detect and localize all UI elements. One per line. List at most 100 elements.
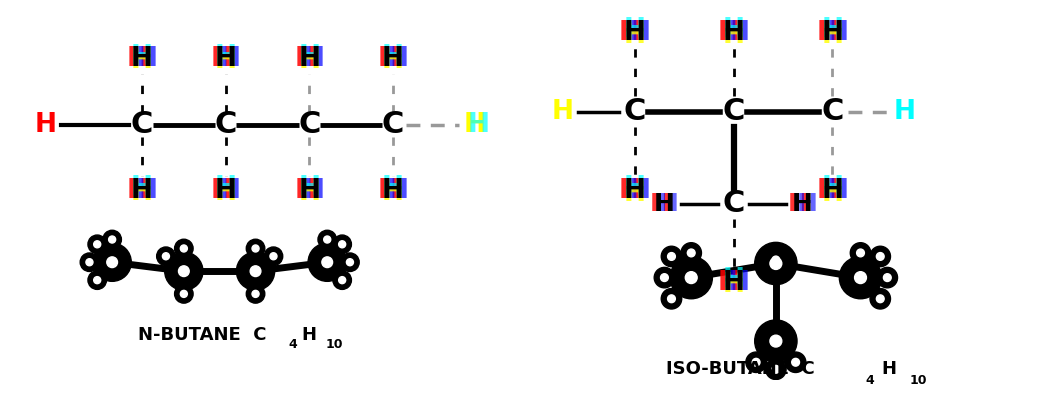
Text: H: H [135, 178, 158, 204]
Text: H: H [463, 112, 486, 138]
Circle shape [107, 257, 117, 268]
Text: N-BUTANE  C: N-BUTANE C [138, 326, 266, 344]
Text: H: H [135, 46, 158, 72]
Text: H: H [826, 178, 849, 204]
Circle shape [341, 253, 360, 272]
Text: H: H [131, 180, 153, 206]
Circle shape [180, 245, 187, 252]
Text: H: H [821, 17, 843, 43]
Text: H: H [723, 267, 745, 293]
Text: H: H [382, 180, 404, 206]
Circle shape [660, 274, 669, 281]
Text: H: H [624, 181, 645, 207]
Circle shape [80, 253, 98, 272]
Circle shape [94, 277, 101, 284]
Text: H: H [378, 178, 400, 204]
Text: C: C [215, 110, 237, 139]
Circle shape [661, 288, 681, 309]
Text: H: H [723, 17, 745, 43]
Circle shape [654, 267, 675, 288]
Circle shape [772, 365, 780, 373]
Circle shape [324, 236, 331, 243]
Text: H: H [552, 99, 573, 125]
Circle shape [88, 235, 107, 253]
Circle shape [346, 259, 353, 266]
Text: C: C [723, 189, 745, 218]
Circle shape [109, 236, 115, 243]
Text: H: H [624, 178, 645, 204]
Text: H: H [821, 178, 843, 204]
Circle shape [322, 257, 332, 268]
Circle shape [179, 266, 189, 277]
Text: H: H [34, 112, 56, 138]
Text: H: H [386, 178, 408, 204]
Circle shape [772, 256, 780, 264]
Circle shape [877, 267, 897, 288]
Circle shape [252, 290, 259, 298]
Text: H: H [215, 46, 237, 72]
Circle shape [250, 266, 261, 277]
Text: H: H [654, 191, 675, 215]
Circle shape [157, 247, 176, 266]
Text: H: H [298, 46, 321, 72]
Circle shape [791, 358, 800, 366]
Circle shape [752, 358, 760, 366]
Circle shape [770, 257, 782, 270]
Circle shape [252, 245, 259, 252]
Circle shape [857, 249, 864, 257]
Text: H: H [723, 20, 745, 46]
Text: H: H [826, 20, 849, 46]
Text: H: H [215, 180, 237, 206]
Text: H: H [628, 178, 651, 204]
Text: H: H [624, 17, 645, 43]
Text: H: H [131, 178, 153, 204]
Text: H: H [650, 191, 671, 215]
Circle shape [175, 285, 194, 303]
Text: C: C [821, 97, 843, 127]
Text: H: H [382, 46, 404, 72]
Circle shape [93, 243, 131, 281]
Circle shape [270, 253, 277, 260]
Text: H: H [131, 48, 153, 75]
Circle shape [851, 243, 871, 263]
Text: H: H [624, 20, 645, 46]
Text: 4: 4 [865, 374, 874, 387]
Circle shape [333, 271, 351, 289]
Text: H: H [723, 270, 745, 296]
Text: C: C [723, 97, 745, 127]
Text: H: H [382, 44, 404, 70]
Circle shape [785, 352, 806, 373]
Text: H: H [298, 178, 321, 204]
Circle shape [883, 274, 891, 281]
Text: C: C [382, 110, 404, 139]
Text: H: H [463, 112, 486, 138]
Circle shape [339, 277, 346, 284]
Text: 4: 4 [289, 338, 297, 351]
Text: H: H [893, 99, 915, 125]
Text: H: H [792, 191, 814, 215]
Text: H: H [728, 270, 749, 296]
Text: H: H [131, 175, 153, 201]
Text: H: H [386, 46, 408, 72]
Text: H: H [552, 99, 573, 125]
Text: C: C [131, 110, 153, 139]
Circle shape [766, 359, 786, 380]
Circle shape [175, 239, 194, 258]
Text: H: H [382, 48, 404, 75]
Circle shape [876, 253, 884, 260]
Text: H: H [797, 191, 818, 215]
Text: H: H [127, 178, 149, 204]
Circle shape [746, 352, 766, 373]
Text: H: H [624, 23, 645, 49]
Circle shape [333, 235, 351, 253]
Text: H: H [723, 23, 745, 49]
Text: H: H [881, 360, 896, 378]
Text: H: H [817, 178, 838, 204]
Text: 10: 10 [326, 338, 343, 351]
Text: H: H [302, 326, 316, 344]
Circle shape [264, 247, 282, 266]
Circle shape [86, 259, 93, 266]
Text: H: H [821, 181, 843, 207]
Text: H: H [821, 175, 843, 201]
Text: C: C [298, 110, 321, 139]
